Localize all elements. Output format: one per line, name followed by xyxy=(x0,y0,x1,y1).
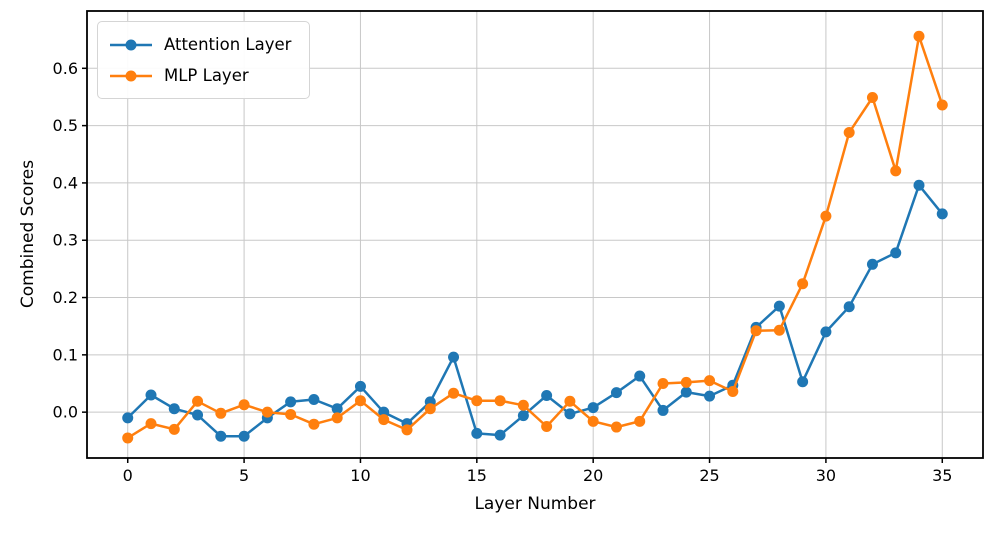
data-point-attention-layer xyxy=(564,408,576,420)
legend: Attention Layer MLP Layer xyxy=(97,21,311,99)
data-point-mlp-layer xyxy=(471,395,483,407)
y-tick-label: 0.4 xyxy=(53,173,78,192)
data-point-mlp-layer xyxy=(890,165,902,177)
data-point-attention-layer xyxy=(587,402,599,414)
data-point-attention-layer xyxy=(354,380,366,392)
data-point-mlp-layer xyxy=(448,387,460,399)
data-point-attention-layer xyxy=(797,376,809,388)
data-point-attention-layer xyxy=(773,300,785,312)
data-point-attention-layer xyxy=(634,370,646,382)
data-point-attention-layer xyxy=(517,410,529,422)
data-point-attention-layer xyxy=(238,430,250,442)
data-point-mlp-layer xyxy=(913,30,925,42)
data-point-mlp-layer xyxy=(331,412,343,424)
axes-spines xyxy=(86,10,984,459)
x-tick-label: 20 xyxy=(583,466,603,485)
legend-line-marker-icon xyxy=(110,70,152,81)
data-point-mlp-layer xyxy=(261,406,273,418)
x-tick-label: 30 xyxy=(816,466,836,485)
data-point-mlp-layer xyxy=(773,324,785,336)
y-tick-label: 0.0 xyxy=(53,403,78,422)
data-point-mlp-layer xyxy=(564,395,576,407)
data-point-mlp-layer xyxy=(145,418,157,430)
legend-item-mlp-layer: MLP Layer xyxy=(108,60,291,91)
data-point-mlp-layer xyxy=(285,408,297,420)
data-point-attention-layer xyxy=(680,386,692,398)
y-axis-label: Combined Scores xyxy=(18,159,38,309)
legend-label: MLP Layer xyxy=(164,66,249,85)
data-point-attention-layer xyxy=(168,403,180,415)
data-point-mlp-layer xyxy=(866,92,878,104)
data-point-attention-layer xyxy=(331,403,343,415)
data-point-mlp-layer xyxy=(238,399,250,411)
data-point-attention-layer xyxy=(657,404,669,416)
data-point-attention-layer xyxy=(448,351,460,363)
data-point-attention-layer xyxy=(215,430,227,442)
data-point-mlp-layer xyxy=(587,415,599,427)
data-point-attention-layer xyxy=(820,326,832,338)
data-point-mlp-layer xyxy=(634,415,646,427)
data-point-mlp-layer xyxy=(820,210,832,222)
data-point-attention-layer xyxy=(936,208,948,220)
series-line-attention-layer xyxy=(126,183,944,438)
data-point-attention-layer xyxy=(913,179,925,191)
data-point-mlp-layer xyxy=(122,432,134,444)
data-point-mlp-layer xyxy=(401,424,413,436)
data-point-attention-layer xyxy=(145,389,157,401)
y-tick-label: 0.6 xyxy=(53,59,78,78)
data-point-attention-layer xyxy=(494,429,506,441)
data-point-mlp-layer xyxy=(192,395,204,407)
data-point-attention-layer xyxy=(285,396,297,408)
data-point-mlp-layer xyxy=(657,378,669,389)
data-point-attention-layer xyxy=(192,409,204,421)
y-tick-label: 0.5 xyxy=(53,116,78,135)
data-point-attention-layer xyxy=(704,390,716,402)
x-tick-label: 5 xyxy=(239,466,249,485)
legend-line-marker-icon xyxy=(110,39,152,50)
data-point-mlp-layer xyxy=(936,99,948,111)
x-tick-label: 15 xyxy=(467,466,487,485)
data-point-mlp-layer xyxy=(727,386,739,398)
y-tick-label: 0.3 xyxy=(53,231,78,250)
data-point-mlp-layer xyxy=(704,375,716,387)
data-point-attention-layer xyxy=(890,247,902,259)
x-tick-label: 25 xyxy=(699,466,719,485)
data-point-mlp-layer xyxy=(308,418,320,430)
data-point-attention-layer xyxy=(866,258,878,270)
data-point-attention-layer xyxy=(610,387,622,399)
data-point-mlp-layer xyxy=(354,395,366,407)
x-tick-label: 0 xyxy=(123,466,133,485)
data-point-mlp-layer xyxy=(168,423,180,435)
data-point-mlp-layer xyxy=(424,403,436,415)
data-point-mlp-layer xyxy=(750,325,762,337)
data-point-mlp-layer xyxy=(541,420,553,432)
y-tick-label: 0.1 xyxy=(53,345,78,364)
data-point-mlp-layer xyxy=(680,376,692,388)
data-point-mlp-layer xyxy=(843,126,855,138)
x-tick-label: 35 xyxy=(932,466,952,485)
legend-label: Attention Layer xyxy=(164,35,292,54)
y-tick-label: 0.2 xyxy=(53,288,78,307)
legend-item-attention-layer: Attention Layer xyxy=(108,29,291,60)
data-point-mlp-layer xyxy=(797,278,809,290)
data-point-mlp-layer xyxy=(610,421,622,433)
data-point-attention-layer xyxy=(308,394,320,406)
data-point-attention-layer xyxy=(122,412,134,424)
data-point-attention-layer xyxy=(541,390,553,402)
data-point-mlp-layer xyxy=(517,399,529,411)
data-point-attention-layer xyxy=(843,301,855,313)
x-tick-label: 10 xyxy=(350,466,370,485)
data-point-mlp-layer xyxy=(378,414,390,426)
data-point-attention-layer xyxy=(471,427,483,439)
data-point-mlp-layer xyxy=(494,395,506,407)
data-point-mlp-layer xyxy=(215,407,227,419)
x-axis-label: Layer Number xyxy=(474,494,596,514)
